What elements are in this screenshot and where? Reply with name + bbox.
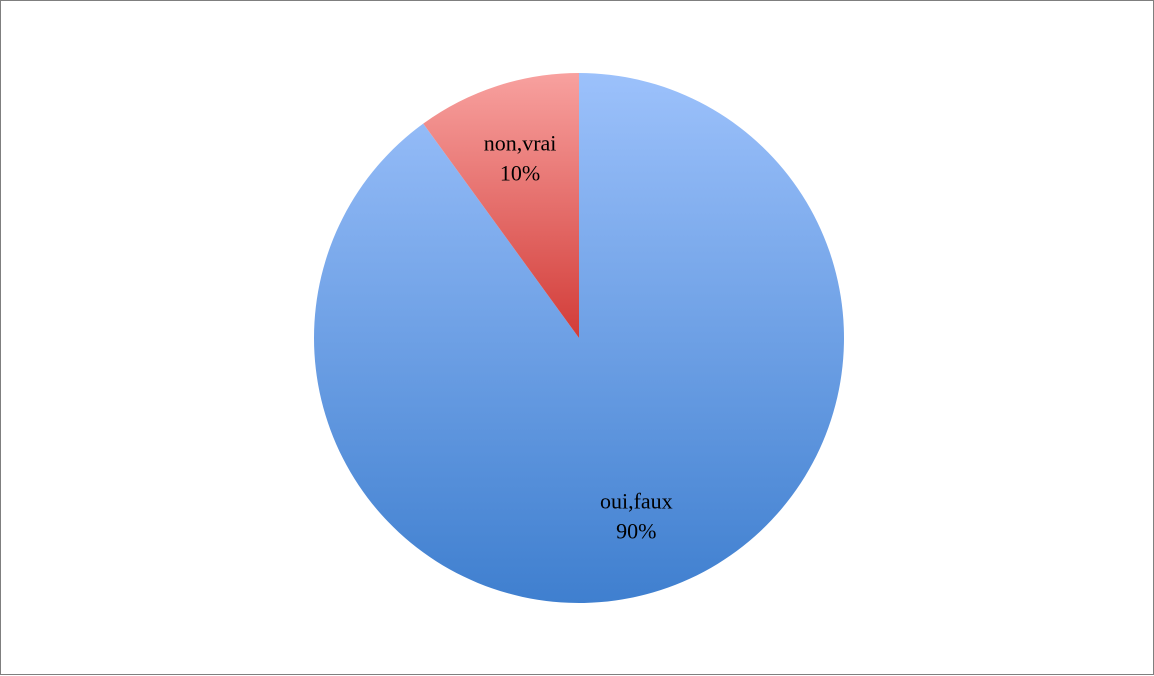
slice-percent-label: 10% [500, 161, 540, 186]
pie-labels: oui,faux 90% non,vrai 10% [484, 131, 673, 544]
slice-percent-label: 90% [616, 518, 656, 543]
slice-category-label: oui,faux [600, 488, 673, 513]
slice-category-label: non,vrai [484, 131, 557, 156]
pie-slices [313, 73, 844, 603]
pie-slice-non-vrai [423, 73, 579, 338]
